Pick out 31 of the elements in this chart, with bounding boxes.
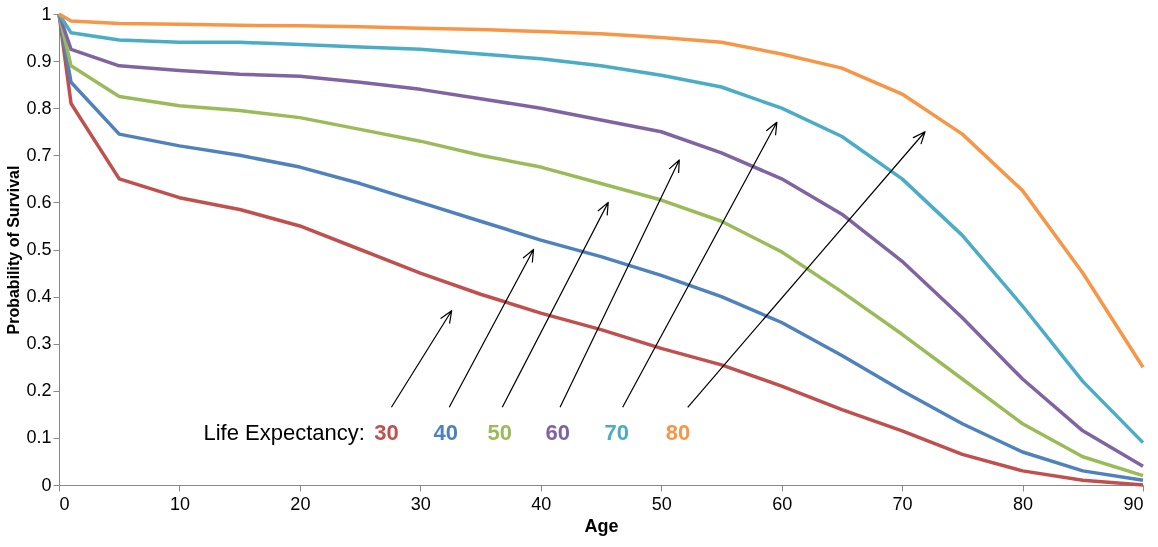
x-tick-label: 30 — [410, 493, 431, 514]
y-tick-label: 0.2 — [26, 380, 52, 401]
text: 30 — [374, 420, 399, 446]
text: 50 — [487, 420, 513, 446]
y-tick-label: 0 — [41, 474, 52, 495]
text: 70 — [604, 420, 629, 446]
text: 60 — [545, 420, 570, 446]
x-tick-label: 20 — [290, 493, 311, 514]
y-tick-label: 0.6 — [26, 191, 52, 212]
x-tick-label: 90 — [1123, 493, 1144, 514]
x-tick-label: 40 — [531, 493, 552, 514]
y-tick-label: 0.5 — [26, 239, 52, 259]
annotation: Life Expectancy: — [203, 420, 365, 446]
y-tick-label: 0.8 — [26, 97, 52, 118]
y-tick-label: 0.7 — [26, 144, 52, 165]
y-tick-label: 0.3 — [26, 333, 52, 354]
x-axis-title: Age — [584, 515, 619, 536]
x-tick-label: 70 — [892, 493, 913, 514]
text: 40 — [433, 420, 458, 446]
y-axis-title: Probability of Survival — [5, 165, 23, 335]
y-tick-label: 0.1 — [26, 427, 52, 448]
y-tick-label: 0.4 — [26, 286, 52, 307]
x-tick-label: 80 — [1013, 493, 1034, 514]
x-tick-label: 60 — [772, 493, 793, 514]
y-tick-label: 1 — [41, 3, 52, 24]
y-tick-label: 0.9 — [26, 50, 52, 71]
line-series — [57, 12, 1145, 369]
x-tick-label: 50 — [651, 493, 672, 514]
text: 80 — [665, 420, 691, 446]
x-tick-label: 10 — [169, 493, 190, 514]
x-tick-label: 0 — [59, 493, 70, 514]
